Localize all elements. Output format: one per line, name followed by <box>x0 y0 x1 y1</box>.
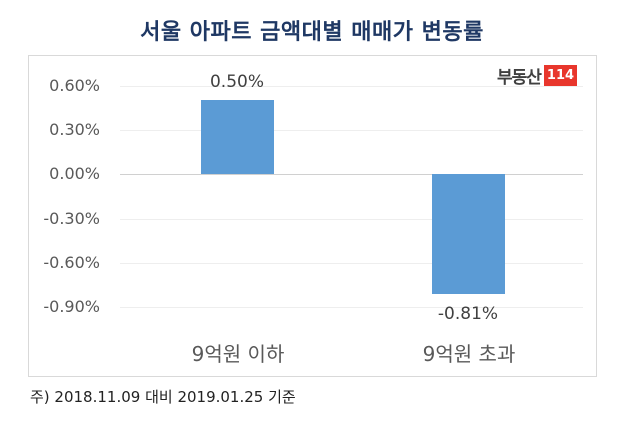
y-tick-label: -0.30% <box>43 209 100 228</box>
footnote: 주) 2018.11.09 대비 2019.01.25 기준 <box>30 388 296 406</box>
zero-line <box>120 174 583 175</box>
bar-9eok-over <box>432 174 505 294</box>
logo-badge: 114 <box>543 64 578 87</box>
x-category-label: 9억원 이하 <box>191 342 285 366</box>
y-tick-label: 0.00% <box>49 164 100 183</box>
source-logo: 부동산 114 <box>497 63 578 88</box>
data-label: -0.81% <box>437 304 499 324</box>
y-tick-label: -0.90% <box>43 297 100 316</box>
gridline <box>120 130 583 131</box>
gridline <box>120 219 583 220</box>
y-tick-label: 0.30% <box>49 120 100 139</box>
x-category-label: 9억원 초과 <box>422 342 516 366</box>
bar-9eok-under <box>201 100 274 174</box>
data-label: 0.50% <box>209 72 264 92</box>
chart-frame <box>28 55 597 377</box>
chart-title: 서울 아파트 금액대별 매매가 변동률 <box>140 20 484 45</box>
gridline <box>120 86 583 87</box>
y-tick-label: 0.60% <box>49 76 100 95</box>
gridline <box>120 307 583 308</box>
y-tick-label: -0.60% <box>43 253 100 272</box>
logo-text: 부동산 <box>497 68 542 88</box>
gridline <box>120 263 583 264</box>
